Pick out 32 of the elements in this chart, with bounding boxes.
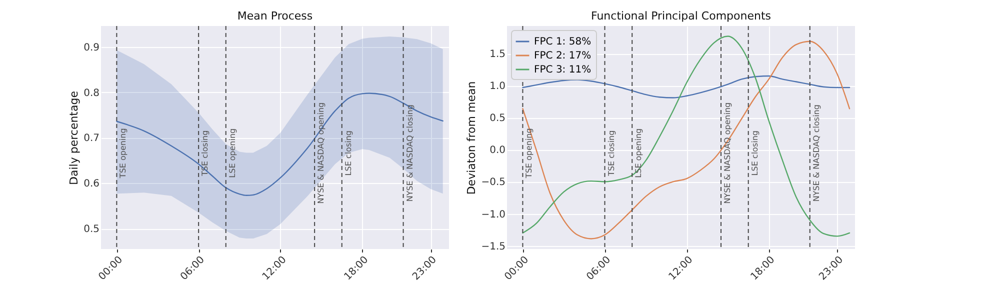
y-tick-label: 0.0 <box>490 145 506 156</box>
chart-title: Mean Process <box>237 10 313 22</box>
y-tick-label: 1.0 <box>490 81 506 92</box>
ref-line-label: TSE opening <box>524 128 534 180</box>
ref-line-label: LSE opening <box>228 128 237 178</box>
y-tick-label: 1.5 <box>490 49 506 60</box>
ref-line-label: NYSE & NASDAQ opening <box>316 102 326 204</box>
ref-line-label: NYSE & NASDAQ opening <box>722 102 732 204</box>
y-tick-label: −1.5 <box>481 241 506 252</box>
legend-label: FPC 3: 11% <box>534 64 592 76</box>
ref-line-label: TSE closing <box>606 130 616 177</box>
ref-line-label: LSE closing <box>344 130 353 176</box>
y-tick-label: 0.8 <box>84 88 100 99</box>
ref-line-label: LSE closing <box>750 130 760 176</box>
ref-line-label: TSE closing <box>200 130 210 177</box>
y-tick-label: 0.5 <box>490 113 506 124</box>
chart-title: Functional Principal Components <box>590 10 772 22</box>
ref-line-label: NYSE & NASDAQ closing <box>812 104 821 202</box>
legend-label: FPC 2: 17% <box>534 50 592 62</box>
legend-label: FPC 1: 58% <box>534 36 592 48</box>
ref-line-label: TSE opening <box>118 128 128 180</box>
y-tick-label: 0.7 <box>84 133 100 144</box>
y-tick-label: 0.6 <box>84 178 100 190</box>
y-axis-title: Deviaton from mean <box>465 81 478 195</box>
ref-line-label: LSE opening <box>634 128 644 178</box>
y-axis-title: Daily percentage <box>68 90 81 185</box>
ref-line-label: NYSE & NASDAQ closing <box>405 104 414 202</box>
y-tick-label: 0.5 <box>84 224 100 236</box>
line-series <box>522 75 850 98</box>
y-tick-label: −1.0 <box>481 209 506 220</box>
y-tick-label: −0.5 <box>481 177 506 188</box>
y-tick-label: 0.9 <box>84 42 100 54</box>
